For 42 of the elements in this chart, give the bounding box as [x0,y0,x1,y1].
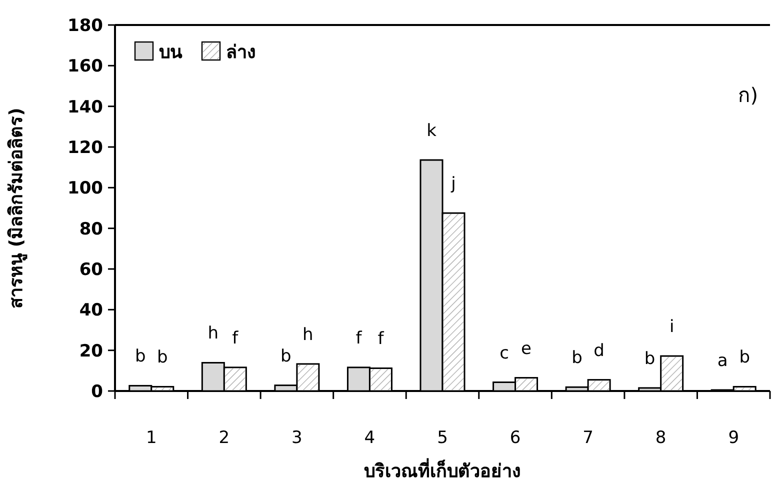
y-tick-label: 20 [79,341,104,362]
y-tick-label: 140 [68,97,104,118]
annotation: h [208,324,219,344]
legend-label: บน [159,42,183,63]
annotation: b [280,346,292,366]
y-tick-label: 0 [91,382,104,402]
annotation: d [594,340,604,361]
x-tick-label: 8 [655,428,666,448]
y-tick-label: 120 [68,138,104,158]
annotation: i [669,317,674,338]
x-tick-label: 5 [437,428,448,448]
y-tick-label: 80 [79,219,104,240]
annotation: ก) [738,83,758,107]
x-tick-label: 3 [292,428,302,448]
annotation: b [644,348,656,369]
annotation: e [521,338,532,359]
y-tick-label: 160 [68,56,104,77]
x-tick-label: 1 [146,428,157,448]
annotation: b [156,348,168,368]
annotation: f [356,328,363,348]
annotation: b [739,348,750,368]
x-tick-label: 7 [582,428,594,448]
y-tick-label: 100 [68,178,104,199]
annotation: k [426,121,437,142]
annotation: a [717,350,728,371]
x-tick-label: 6 [510,428,521,448]
y-axis-title: สารหนู (มิลลิกรัมต่อลิตร) [6,108,28,308]
y-tick-label: 40 [79,300,104,321]
annotation: f [232,328,240,348]
legend-label: ล่าง [226,42,256,63]
annotation: b [572,348,582,368]
x-tick-label: 2 [218,428,230,448]
y-tick-label: 60 [79,260,104,280]
annotation: h [302,324,314,345]
annotation: f [378,329,385,350]
x-tick-label: 9 [728,428,740,448]
annotation: c [500,343,509,364]
annotation: b [134,346,146,367]
annotation: j [450,174,456,194]
y-tick-label: 180 [68,16,104,36]
x-axis-title: บริเวณที่เก็บตัวอย่าง [364,458,521,482]
x-tick-label: 4 [364,428,376,448]
